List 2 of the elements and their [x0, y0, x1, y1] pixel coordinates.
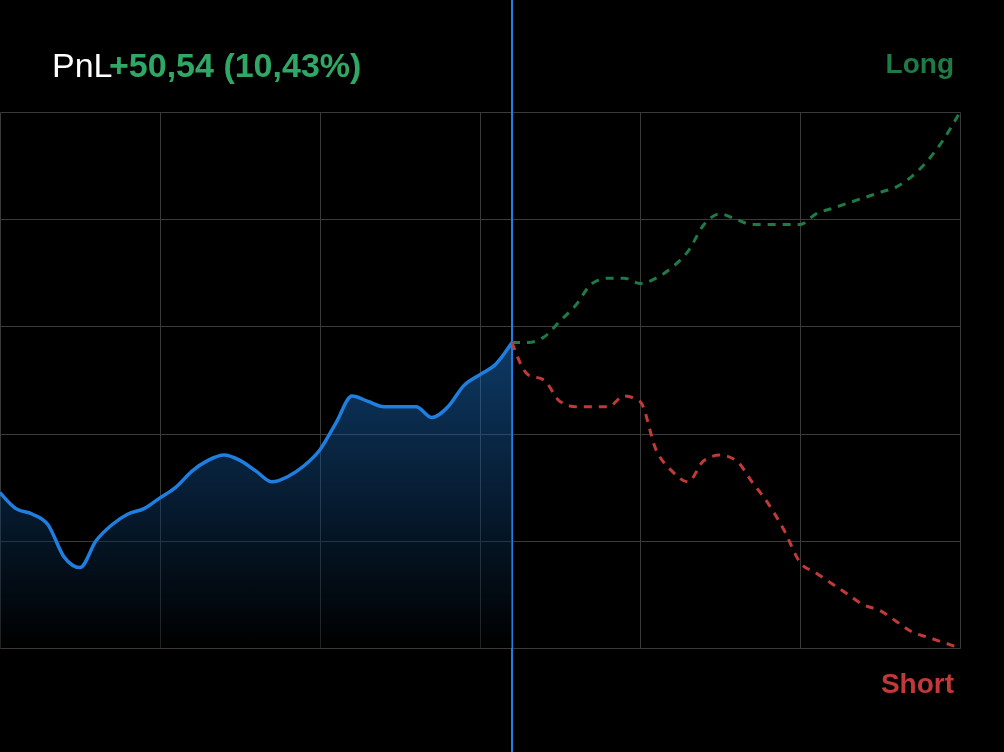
series-label: Long: [885, 48, 954, 79]
series-label: Short: [880, 668, 954, 699]
